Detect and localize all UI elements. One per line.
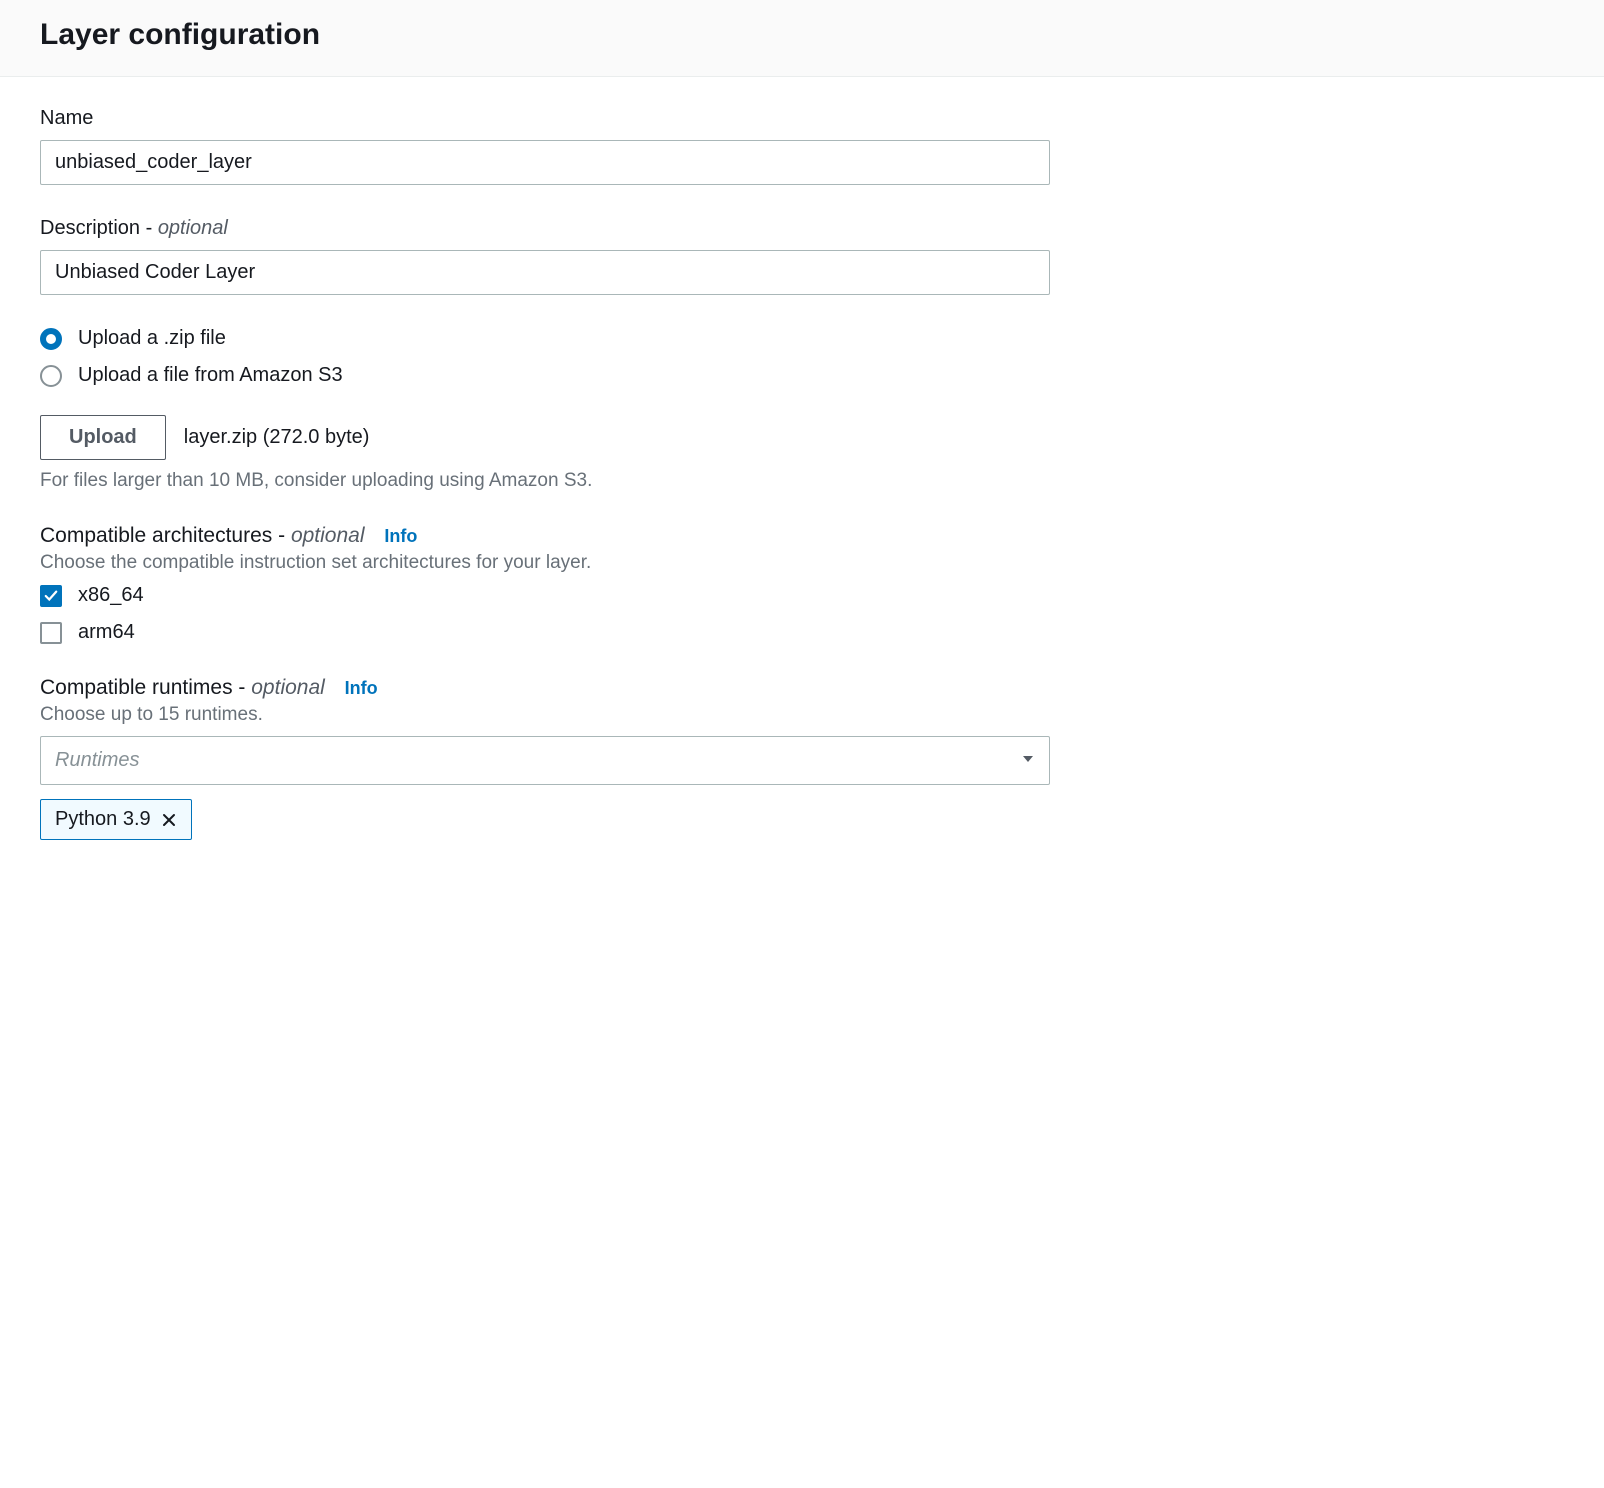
architectures-optional-text: optional bbox=[291, 524, 365, 547]
upload-field: Upload layer.zip (272.0 byte) For files … bbox=[40, 415, 1564, 492]
checkbox-x86-64[interactable]: x86_64 bbox=[40, 584, 1564, 607]
runtimes-select[interactable]: Runtimes bbox=[40, 736, 1050, 785]
architectures-info-link[interactable]: Info bbox=[384, 526, 417, 546]
caret-down-icon bbox=[1021, 749, 1035, 772]
architectures-field: Compatible architectures - optional Info… bbox=[40, 524, 1564, 644]
runtimes-helper: Choose up to 15 runtimes. bbox=[40, 704, 1564, 726]
radio-upload-s3-label: Upload a file from Amazon S3 bbox=[78, 364, 343, 387]
runtimes-label-text: Compatible runtimes - bbox=[40, 676, 251, 699]
page-header: Layer configuration bbox=[0, 0, 1604, 77]
runtimes-optional-text: optional bbox=[251, 676, 325, 699]
check-icon bbox=[44, 589, 58, 603]
name-input[interactable] bbox=[40, 140, 1050, 185]
close-icon bbox=[161, 812, 177, 828]
description-field: Description - optional bbox=[40, 217, 1564, 295]
upload-row: Upload layer.zip (272.0 byte) bbox=[40, 415, 1564, 460]
architectures-helper: Choose the compatible instruction set ar… bbox=[40, 552, 1564, 574]
name-label: Name bbox=[40, 107, 1564, 130]
runtimes-placeholder: Runtimes bbox=[55, 749, 139, 772]
description-input[interactable] bbox=[40, 250, 1050, 295]
radio-circle-icon bbox=[40, 365, 62, 387]
page-title: Layer configuration bbox=[40, 18, 1564, 52]
architectures-checkbox-group: x86_64 arm64 bbox=[40, 584, 1564, 644]
upload-help-text: For files larger than 10 MB, consider up… bbox=[40, 470, 1564, 492]
runtime-tag-python39: Python 3.9 bbox=[40, 799, 192, 840]
content-area: Name Description - optional Upload a .zi… bbox=[0, 77, 1604, 902]
checkbox-icon bbox=[40, 622, 62, 644]
runtime-tag-label: Python 3.9 bbox=[55, 808, 151, 831]
checkbox-x86-64-label: x86_64 bbox=[78, 584, 144, 607]
runtimes-field: Compatible runtimes - optional Info Choo… bbox=[40, 676, 1564, 840]
description-optional-text: optional bbox=[158, 217, 228, 239]
runtimes-select-wrapper: Runtimes bbox=[40, 736, 1050, 785]
description-label-text: Description - bbox=[40, 217, 158, 239]
checkbox-arm64[interactable]: arm64 bbox=[40, 621, 1564, 644]
runtimes-header: Compatible runtimes - optional Info bbox=[40, 676, 1564, 700]
checkbox-arm64-label: arm64 bbox=[78, 621, 135, 644]
architectures-header: Compatible architectures - optional Info bbox=[40, 524, 1564, 548]
radio-upload-zip[interactable]: Upload a .zip file bbox=[40, 327, 1564, 350]
description-label: Description - optional bbox=[40, 217, 1564, 240]
radio-upload-s3[interactable]: Upload a file from Amazon S3 bbox=[40, 364, 1564, 387]
architectures-label: Compatible architectures - optional bbox=[40, 524, 370, 547]
checkbox-icon bbox=[40, 585, 62, 607]
radio-circle-icon bbox=[40, 328, 62, 350]
architectures-label-text: Compatible architectures - bbox=[40, 524, 291, 547]
uploaded-file-name: layer.zip (272.0 byte) bbox=[184, 426, 370, 449]
name-field: Name bbox=[40, 107, 1564, 185]
runtimes-label: Compatible runtimes - optional bbox=[40, 676, 331, 699]
radio-upload-zip-label: Upload a .zip file bbox=[78, 327, 226, 350]
upload-source-radio-group: Upload a .zip file Upload a file from Am… bbox=[40, 327, 1564, 387]
runtimes-info-link[interactable]: Info bbox=[345, 678, 378, 698]
tag-close-button[interactable] bbox=[161, 812, 177, 828]
upload-button[interactable]: Upload bbox=[40, 415, 166, 460]
